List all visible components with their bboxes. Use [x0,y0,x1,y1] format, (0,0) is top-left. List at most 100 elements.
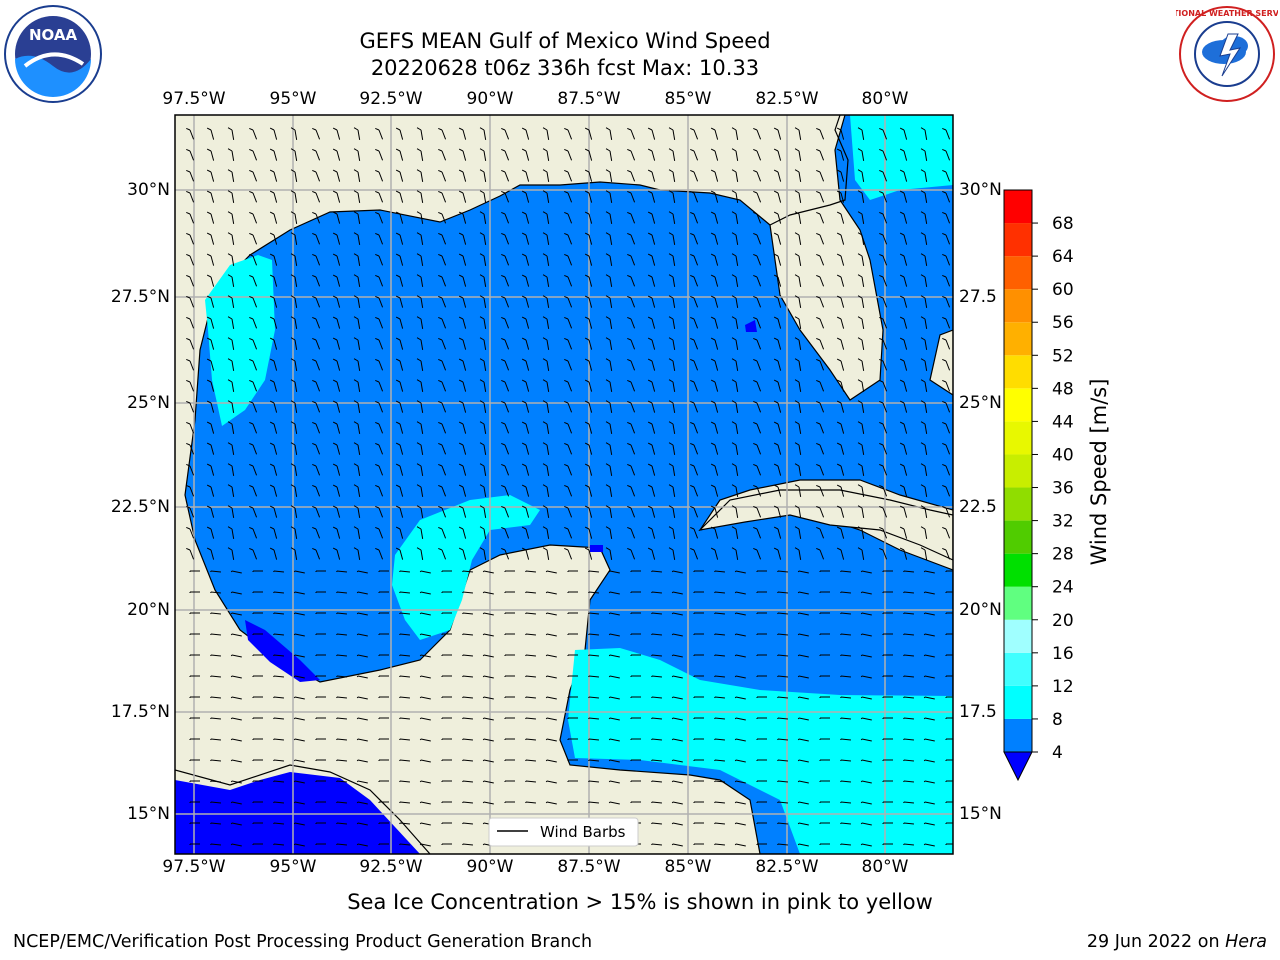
wind-barb [227,253,235,266]
wind-barb [773,400,782,413]
wind-barb [899,232,908,245]
wind-barb [273,675,284,678]
wind-barb [903,759,914,762]
wind-barb [186,232,195,245]
wind-barb [627,463,636,476]
wind-barb [816,274,825,287]
wind-barb [545,654,557,658]
wind-barb [525,591,536,594]
wind-barb [356,570,368,574]
wind-barb [899,379,908,392]
wind-barb [438,526,447,539]
wind-barb [230,801,242,805]
wind-barb [710,547,719,560]
wind-barb [227,505,235,518]
wind-barb [734,612,746,616]
wind-barb [777,759,788,762]
wind-barb [567,696,579,699]
map-frame [174,114,954,855]
wind-barb [290,295,298,308]
wind-barb [206,526,215,539]
wind-barb [899,463,908,476]
wind-barb [501,484,510,497]
wind-barb [840,696,851,699]
wind-barb [584,211,593,224]
wind-barb [923,696,935,700]
wind-barb [920,127,928,140]
wind-barb [588,633,599,636]
wind-barb [479,358,487,371]
wind-barb [564,505,573,518]
wind-barb [836,148,845,161]
wind-barb [269,232,278,245]
wind-barb [210,843,221,846]
wind-barb [312,295,321,308]
wind-barb [504,717,516,720]
wind-barb [249,127,258,140]
wind-barb [458,190,467,203]
branch-footer: NCEP/EMC/Verification Post Processing Pr… [13,932,593,952]
wind-barb [753,274,762,287]
wind-barb [923,738,935,742]
wind-barb [290,442,298,455]
wind-barb [819,612,831,615]
wind-barb [668,148,676,161]
wind-barb [584,463,593,476]
wind-barb [690,148,699,161]
wind-barb [399,591,410,594]
wind-barb [210,696,221,699]
lon-tick-top: 82.5°W [755,89,819,109]
wind-barb [395,295,404,308]
wind-barb [545,780,557,784]
wind-barb [293,759,305,763]
wind-barb [416,232,424,245]
wind-barb [816,526,825,539]
wind-barb [230,612,242,616]
wind-barb [651,570,662,573]
colorbar-segment [1004,256,1032,290]
wind-barb [816,547,825,560]
wind-barb [794,505,802,518]
wind-barb [395,463,404,476]
wind-barb [942,337,951,350]
wind-barb [462,843,473,846]
wind-barb [668,358,676,371]
wind-barb [630,633,642,636]
wind-barb [923,717,935,721]
wind-barb [438,169,447,182]
wind-barb [647,505,656,518]
wind-barb [293,675,305,679]
wind-barb [668,526,676,539]
wind-barb [312,463,321,476]
lat-tick-right: 22.5 [959,497,997,517]
wind-barb [836,484,845,497]
wind-barb [545,759,557,763]
wind-barb [879,169,888,182]
wind-barb [588,675,599,678]
wind-barb [945,780,953,783]
wind-barb [753,337,762,350]
wind-barb [879,421,888,434]
wind-barb [542,316,550,329]
wind-barb [458,295,467,308]
wind-barb [567,570,579,573]
wind-barb [857,127,865,140]
wind-barb [273,738,284,741]
wind-barb [668,316,676,329]
wind-barb [920,400,928,413]
wind-barb [504,780,516,783]
colorbar-tick-label: 64 [1052,247,1074,267]
wind-barb [290,337,298,350]
wind-barb [777,717,788,720]
wind-barb [441,780,453,783]
wind-barb [903,633,914,636]
wind-barb [482,717,494,721]
wind-barb [542,337,550,350]
wind-barb [290,505,298,518]
wind-barb [923,801,935,805]
wind-barb [249,169,258,182]
wind-barb [668,484,676,497]
wind-barb [458,337,467,350]
wind-barb [545,801,557,805]
